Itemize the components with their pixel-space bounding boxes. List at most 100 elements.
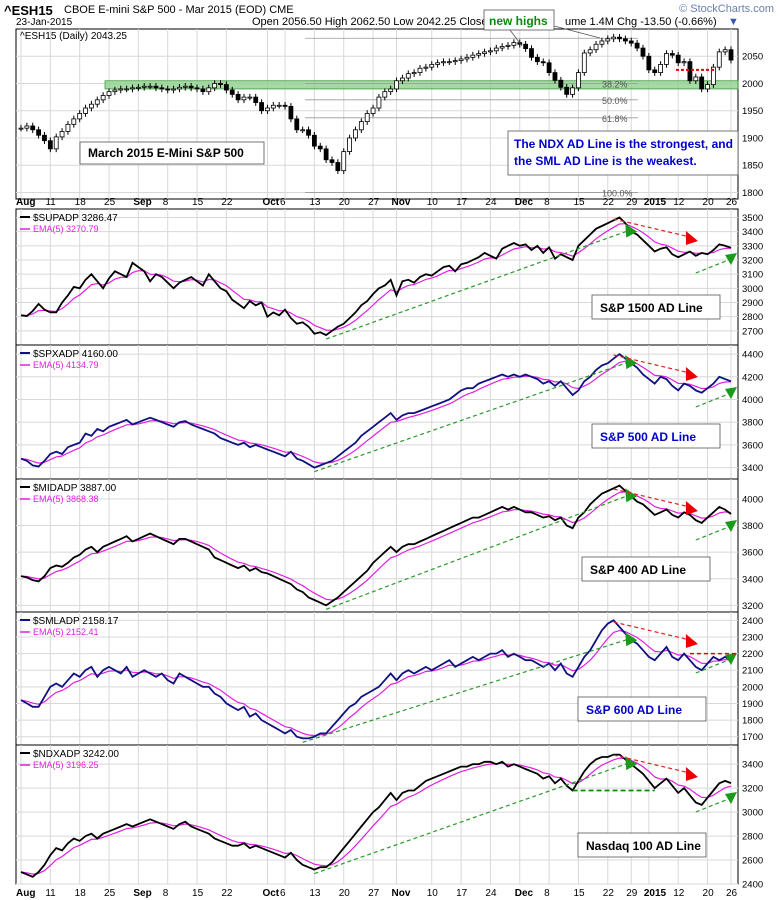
price-candle bbox=[446, 61, 452, 64]
trend-line-green-short bbox=[695, 258, 732, 274]
x-tick-label: 25 bbox=[104, 197, 116, 208]
price-candle bbox=[358, 121, 364, 131]
price-candle bbox=[159, 87, 165, 90]
y-tick-label: 3000 bbox=[742, 284, 763, 295]
y-tick-label: 1900 bbox=[742, 699, 763, 710]
price-candle bbox=[493, 47, 499, 52]
price-candle bbox=[353, 129, 358, 139]
y-tick-label: 2000 bbox=[742, 79, 763, 90]
price-candle bbox=[605, 38, 611, 42]
y-tick-label: 3600 bbox=[742, 440, 763, 451]
x-tick-label: 27 bbox=[368, 197, 380, 208]
price-candle bbox=[100, 95, 106, 101]
price-candle bbox=[83, 107, 88, 114]
green-arrow-icon bbox=[725, 520, 737, 532]
price-candle bbox=[282, 104, 288, 107]
price-candle bbox=[599, 40, 605, 45]
x-tick-label: Nov bbox=[392, 888, 411, 899]
label-box bbox=[591, 423, 721, 449]
price-candle bbox=[347, 137, 352, 152]
price-candle bbox=[59, 131, 65, 138]
y-tick-label: 1900 bbox=[742, 133, 763, 144]
price-candle bbox=[65, 123, 71, 132]
panel-frame bbox=[15, 611, 739, 746]
y-tick-label: 3200 bbox=[742, 784, 763, 795]
x-tick-label: 8 bbox=[544, 888, 550, 899]
price-candle bbox=[417, 67, 423, 73]
price-candle bbox=[218, 83, 223, 85]
x-tick-label: 12 bbox=[673, 197, 685, 208]
price-candle bbox=[458, 58, 464, 62]
price-candle bbox=[576, 72, 581, 89]
ema-label: EMA(5) 4134.79 bbox=[33, 360, 99, 370]
ad-line bbox=[20, 753, 732, 878]
price-candle bbox=[124, 88, 130, 91]
price-candle bbox=[523, 43, 529, 50]
annotation-box bbox=[79, 141, 265, 165]
red-arrow-icon bbox=[685, 634, 698, 648]
price-candle bbox=[47, 140, 53, 150]
y-tick-label: 4200 bbox=[742, 372, 763, 383]
price-candle bbox=[36, 129, 42, 136]
x-tick-label: 11 bbox=[45, 888, 56, 899]
price-candle bbox=[452, 60, 458, 63]
x-tick-label: Oct bbox=[262, 197, 279, 208]
y-tick-label: 1800 bbox=[742, 188, 763, 199]
support-zone bbox=[104, 80, 739, 90]
trend-line-red bbox=[613, 354, 691, 374]
x-tick-label: 8 bbox=[163, 888, 169, 899]
x-tick-label: 15 bbox=[573, 197, 585, 208]
price-candle bbox=[200, 88, 206, 93]
dropdown-arrow-icon[interactable]: ▼ bbox=[728, 16, 739, 28]
ema-line bbox=[20, 491, 732, 601]
price-candle bbox=[270, 104, 276, 109]
label-box bbox=[577, 696, 707, 722]
note-text-line2: the SML AD Line is the weakest. bbox=[514, 154, 697, 168]
x-tick-label: 20 bbox=[703, 197, 715, 208]
price-candle bbox=[276, 104, 282, 107]
green-arrow-icon bbox=[625, 223, 638, 238]
x-tick-label: 2015 bbox=[644, 197, 667, 208]
red-arrow-icon bbox=[685, 367, 698, 381]
price-candle bbox=[153, 85, 159, 89]
price-candle bbox=[681, 61, 687, 64]
price-candle bbox=[212, 83, 218, 89]
x-tick-label: 11 bbox=[45, 197, 56, 208]
x-tick-label: 18 bbox=[75, 888, 87, 899]
y-tick-label: 2050 bbox=[742, 52, 763, 63]
y-tick-label: 2600 bbox=[742, 856, 763, 867]
price-candle bbox=[716, 51, 722, 68]
price-candle bbox=[194, 87, 200, 90]
price-candle bbox=[423, 66, 429, 69]
price-candle bbox=[171, 88, 176, 91]
price-candle bbox=[699, 76, 705, 90]
x-tick-label: 20 bbox=[339, 888, 351, 899]
y-tick-label: 3100 bbox=[742, 270, 763, 281]
x-tick-label: 13 bbox=[309, 197, 321, 208]
y-tick-label: 3400 bbox=[742, 463, 763, 474]
callout-pointer bbox=[553, 25, 601, 39]
panel-frame bbox=[15, 744, 739, 885]
trend-line-red bbox=[613, 488, 691, 508]
price-candle bbox=[317, 145, 323, 150]
price-candle bbox=[652, 69, 658, 73]
callout-pointer bbox=[509, 29, 523, 47]
price-candle bbox=[253, 96, 259, 103]
y-tick-label: 1700 bbox=[742, 732, 763, 743]
x-tick-label: 24 bbox=[485, 197, 497, 208]
y-tick-label: 3200 bbox=[742, 601, 763, 612]
x-tick-label: 15 bbox=[573, 888, 585, 899]
price-candle bbox=[622, 38, 628, 42]
green-arrow-icon bbox=[625, 488, 638, 503]
price-candle bbox=[42, 134, 47, 142]
price-candle bbox=[165, 88, 171, 91]
x-tick-label: 26 bbox=[726, 197, 738, 208]
panel-title: $NDXADP 3242.00 bbox=[33, 749, 119, 760]
green-arrow-icon bbox=[725, 653, 737, 665]
x-tick-label: 15 bbox=[192, 888, 204, 899]
price-candle bbox=[206, 87, 212, 93]
price-candle bbox=[112, 89, 118, 93]
label-box bbox=[577, 832, 707, 858]
x-tick-label: 22 bbox=[603, 197, 615, 208]
price-candle bbox=[687, 61, 693, 82]
